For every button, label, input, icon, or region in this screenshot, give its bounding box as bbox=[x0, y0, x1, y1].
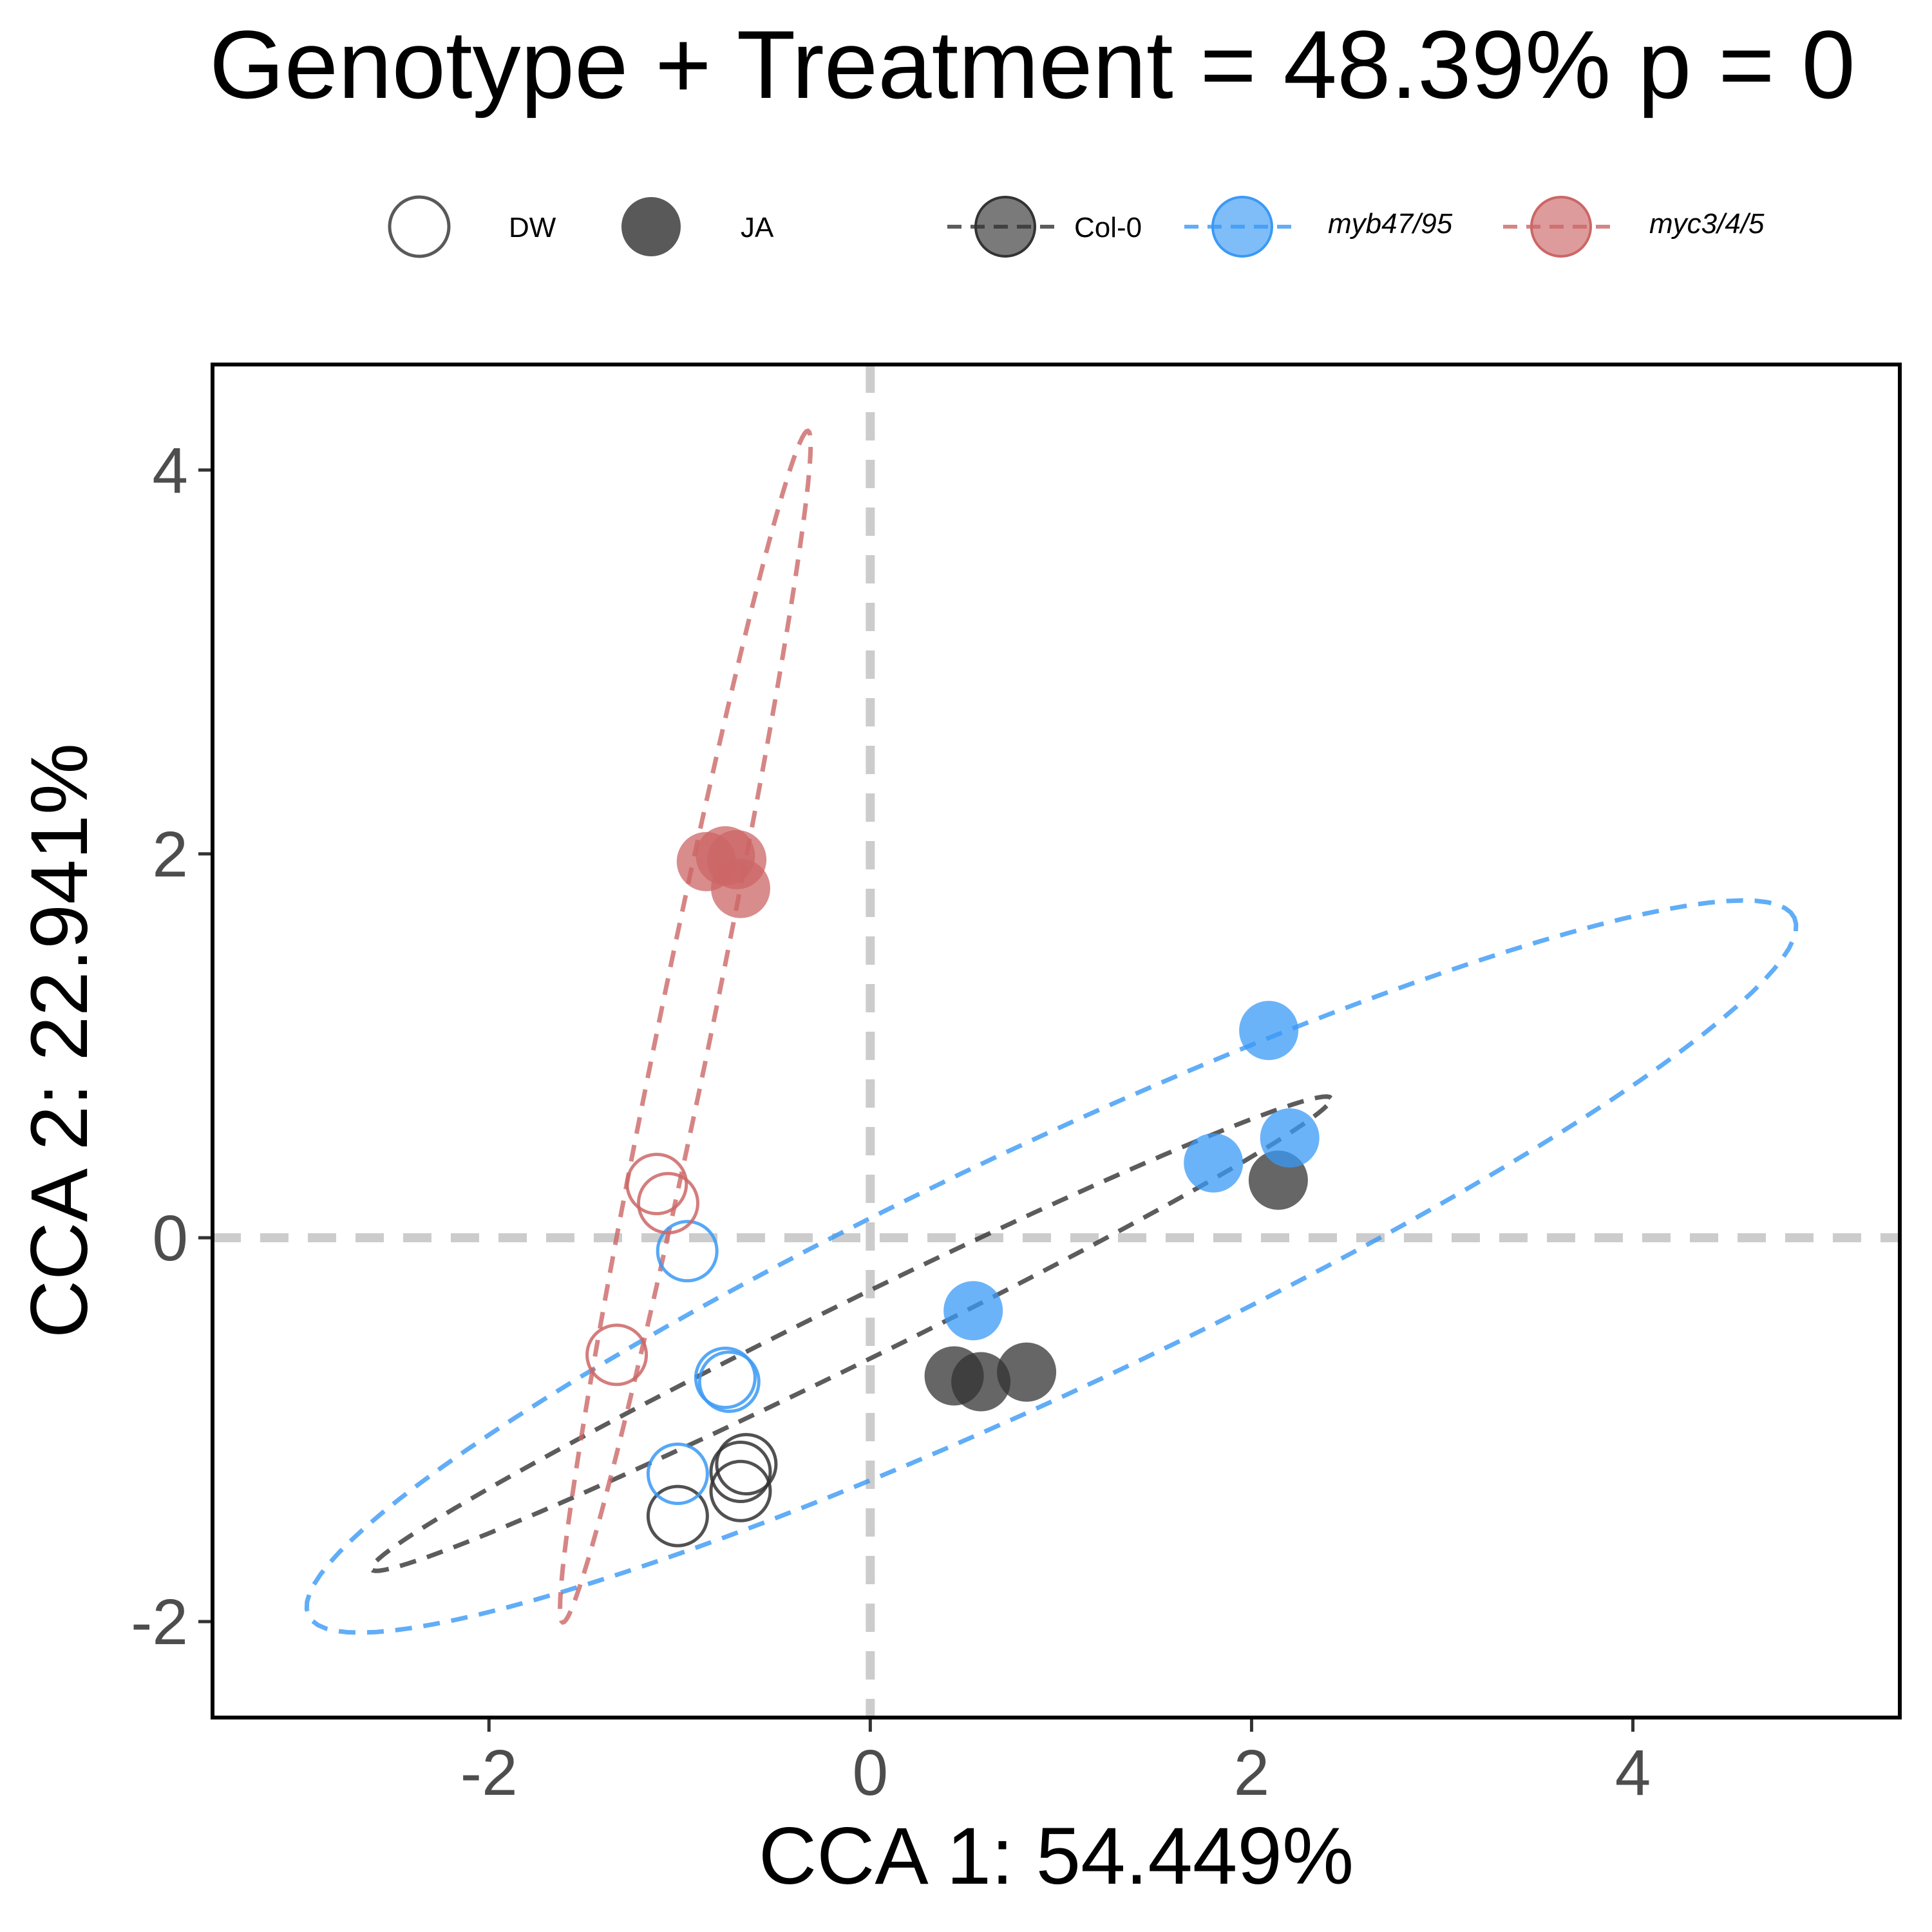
x-tick-label: -2 bbox=[460, 1737, 518, 1809]
point-col-0-dw-3 bbox=[646, 1484, 709, 1548]
plot-panel-border bbox=[211, 363, 1902, 1719]
legend-key-dw bbox=[388, 195, 451, 258]
point-col-0-ja-5 bbox=[951, 1352, 1011, 1412]
ellipse-myc3-4-5 bbox=[558, 428, 813, 1625]
y-tick-label: -2 bbox=[131, 1586, 188, 1658]
point-myc3-4-5-ja-6 bbox=[711, 858, 770, 918]
y-tick-label: 2 bbox=[152, 819, 188, 891]
y-tick-label: 4 bbox=[152, 435, 188, 507]
legend-label-dw: DW bbox=[509, 212, 556, 243]
point-col-0-ja-6 bbox=[997, 1342, 1057, 1402]
legend-label-myc3-4-5: myc3/4/5 bbox=[1649, 208, 1765, 240]
point-myc3-4-5-dw-2 bbox=[585, 1323, 649, 1387]
point-col-0-dw-0 bbox=[715, 1433, 778, 1496]
legend-label-ja: JA bbox=[741, 212, 774, 243]
x-axis-title: CCA 1: 54.449% bbox=[759, 1812, 1354, 1901]
legend: DW JA Col-0 myb47/95 myc3/4/5 bbox=[388, 195, 1765, 258]
x-axis-ticks: -2 0 2 4 bbox=[460, 1719, 1651, 1809]
legend-genotype-keys bbox=[947, 196, 1619, 258]
point-myb47-95-dw-3 bbox=[646, 1443, 709, 1505]
point-myb47-95-dw-0 bbox=[656, 1220, 719, 1283]
point-myc3-4-5-dw-1 bbox=[637, 1171, 699, 1235]
point-myc3-4-5-dw-0 bbox=[625, 1153, 688, 1215]
point-col-0-dw-1 bbox=[709, 1441, 772, 1503]
ellipse-col-0 bbox=[369, 1094, 1334, 1573]
chart-title: Genotype + Treatment = 48.39% p = 0 bbox=[209, 10, 1855, 118]
legend-label-myb47-95: myb47/95 bbox=[1328, 208, 1453, 240]
point-myb47-95-dw-2 bbox=[697, 1350, 761, 1413]
point-myb47-95-ja-4 bbox=[943, 1281, 1003, 1341]
ellipse-myb47-95 bbox=[304, 898, 1799, 1635]
y-axis-ticks: -2 0 2 4 bbox=[131, 435, 211, 1658]
point-col-0-dw-2 bbox=[709, 1459, 772, 1522]
point-myb47-95-dw-1 bbox=[694, 1347, 757, 1409]
point-myb47-95-ja-5 bbox=[1184, 1133, 1244, 1193]
legend-label-col0: Col-0 bbox=[1074, 212, 1142, 243]
y-axis-title: CCA 2: 22.941% bbox=[15, 743, 104, 1338]
y-tick-label: 0 bbox=[152, 1202, 188, 1274]
point-myb47-95-ja-6 bbox=[1239, 1001, 1299, 1061]
x-tick-label: 4 bbox=[1615, 1737, 1651, 1809]
x-tick-label: 0 bbox=[853, 1737, 889, 1809]
reference-lines bbox=[213, 365, 1900, 1718]
confidence-ellipses bbox=[304, 428, 1799, 1635]
data-points bbox=[585, 826, 1320, 1548]
x-tick-label: 2 bbox=[1234, 1737, 1270, 1809]
legend-key-ja bbox=[621, 197, 681, 256]
point-myb47-95-ja-7 bbox=[1260, 1108, 1320, 1168]
